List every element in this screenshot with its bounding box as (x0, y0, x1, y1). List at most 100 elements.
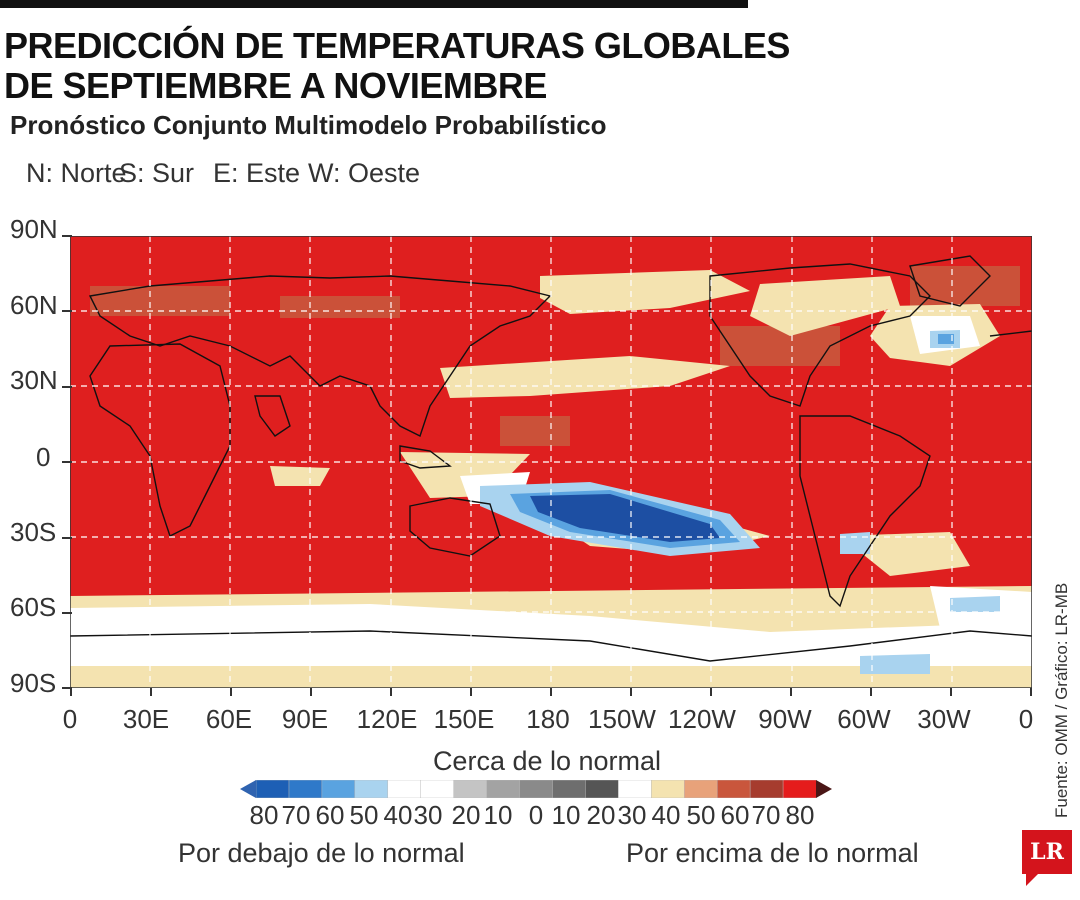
colorbar-segment (255, 780, 290, 798)
lr-logo: LR (1022, 830, 1072, 886)
source-credit: Fuente: OMM / Gráfico: LR-MB (1052, 582, 1071, 818)
lon-tick (950, 688, 952, 696)
lon-tick (550, 688, 552, 696)
map-graticule (70, 236, 1032, 688)
lon-label-30e: 30E (122, 704, 170, 734)
lat-label-0: 0 (36, 442, 51, 472)
direction-south: S: Sur (119, 158, 195, 188)
colorbar-segment (618, 780, 653, 798)
direction-north: N: Norte (26, 158, 127, 188)
colorbar-segment (288, 780, 323, 798)
colorbar-arrow-right (816, 780, 832, 798)
lon-tick (1030, 688, 1032, 696)
colorbar-segment (552, 780, 587, 798)
colorbar-tick: 30 (617, 800, 647, 830)
lon-label-0-right: 0 (1018, 704, 1034, 734)
moderate-warm-areas (90, 266, 1020, 446)
top-rule (0, 0, 748, 8)
lon-tick (230, 688, 232, 696)
lon-tick (310, 688, 312, 696)
lat-tick (62, 310, 72, 312)
lon-tick (150, 688, 152, 696)
colorbar-segments (255, 780, 817, 798)
colorbar-segment (420, 780, 455, 798)
lon-label-120w: 120W (668, 704, 736, 734)
lon-label-30w: 30W (917, 704, 971, 734)
below-normal-label: Por debajo de lo normal (178, 838, 465, 868)
colorbar-tick: 10 (483, 800, 513, 830)
lon-tick (710, 688, 712, 696)
colorbar-segment (354, 780, 389, 798)
colorbar-tick: 10 (551, 800, 581, 830)
lat-tick (62, 687, 72, 689)
colorbar-segment (716, 780, 751, 798)
lat-tick (62, 461, 72, 463)
colorbar-tick: 30 (413, 800, 443, 830)
colorbar-tick: 40 (383, 800, 413, 830)
forecast-map (70, 236, 1032, 688)
colorbar-segment (782, 780, 817, 798)
lat-tick (62, 537, 72, 539)
colorbar-tick: 80 (785, 800, 815, 830)
lon-tick (390, 688, 392, 696)
strong-cool-area (530, 494, 720, 542)
colorbar-tick: 40 (651, 800, 681, 830)
colorbar-tick: 70 (281, 800, 311, 830)
lat-tick (62, 612, 72, 614)
page-title: PREDICCIÓN DE TEMPERATURAS GLOBALES DE S… (4, 26, 804, 106)
lon-label-90e: 90E (281, 704, 329, 734)
direction-east: E: Este (213, 158, 301, 188)
lat-label-60s: 60S (10, 592, 57, 622)
colorbar-tick: 60 (720, 800, 750, 830)
lat-tick (62, 386, 72, 388)
colorbar-segment (453, 780, 488, 798)
colorbar-tick: 70 (751, 800, 781, 830)
colorbar-segment (651, 780, 685, 798)
lat-label-30n: 30N (10, 365, 58, 395)
colorbar-tick: 50 (349, 800, 379, 830)
subtitle: Pronóstico Conjunto Multimodelo Probabil… (10, 110, 607, 140)
lon-label-180: 180 (526, 704, 570, 734)
lat-label-90n: 90N (10, 214, 58, 244)
near-normal-label: Cerca de lo normal (432, 746, 662, 776)
colorbar-segment (585, 780, 620, 798)
above-normal-label: Por encima de lo normal (626, 838, 919, 868)
lon-tick (790, 688, 792, 696)
lon-label-60w: 60W (837, 704, 891, 734)
title-line-1: PREDICCIÓN DE TEMPERATURAS GLOBALES (4, 25, 790, 66)
title-line-2: DE SEPTIEMBRE A NOVIEMBRE (4, 65, 547, 106)
lon-label-150w: 150W (588, 704, 656, 734)
direction-legend: N: Norte S: Sur E: Este W: Oeste (0, 158, 420, 194)
lr-logo-box: LR (1022, 830, 1072, 874)
colorbar-tick: 50 (686, 800, 716, 830)
colorbar-segment (486, 780, 521, 798)
lon-label-90w: 90W (758, 704, 812, 734)
colorbar-segment (387, 780, 422, 798)
colorbar-segment (749, 780, 784, 798)
colorbar-tick: 20 (451, 800, 481, 830)
colorbar-segment (519, 780, 554, 798)
lat-label-90s: 90S (10, 668, 57, 698)
coastlines (70, 255, 1032, 662)
lon-tick (70, 688, 72, 696)
lr-logo-tail (1026, 874, 1038, 886)
lon-tick (870, 688, 872, 696)
colorbar-arrow-left (240, 780, 256, 798)
lon-tick (470, 688, 472, 696)
lon-tick (630, 688, 632, 696)
colorbar-tick: 80 (249, 800, 279, 830)
colorbar-tick: 0 (528, 800, 544, 830)
map-svg (70, 236, 1032, 688)
lon-label-120e: 120E (356, 704, 418, 734)
lon-label-150e: 150E (433, 704, 495, 734)
colorbar-segment (683, 780, 718, 798)
lat-label-30s: 30S (10, 517, 57, 547)
colorbar-tick: 60 (315, 800, 345, 830)
colorbar-tick-labels: 80 70 60 50 40 30 20 10 0 10 20 30 40 50… (0, 800, 1080, 834)
colorbar-tick: 20 (586, 800, 616, 830)
lon-label-60e: 60E (205, 704, 253, 734)
colorbar (240, 780, 832, 798)
colorbar-segment (321, 780, 356, 798)
lat-label-60n: 60N (10, 290, 58, 320)
lat-tick (62, 235, 72, 237)
